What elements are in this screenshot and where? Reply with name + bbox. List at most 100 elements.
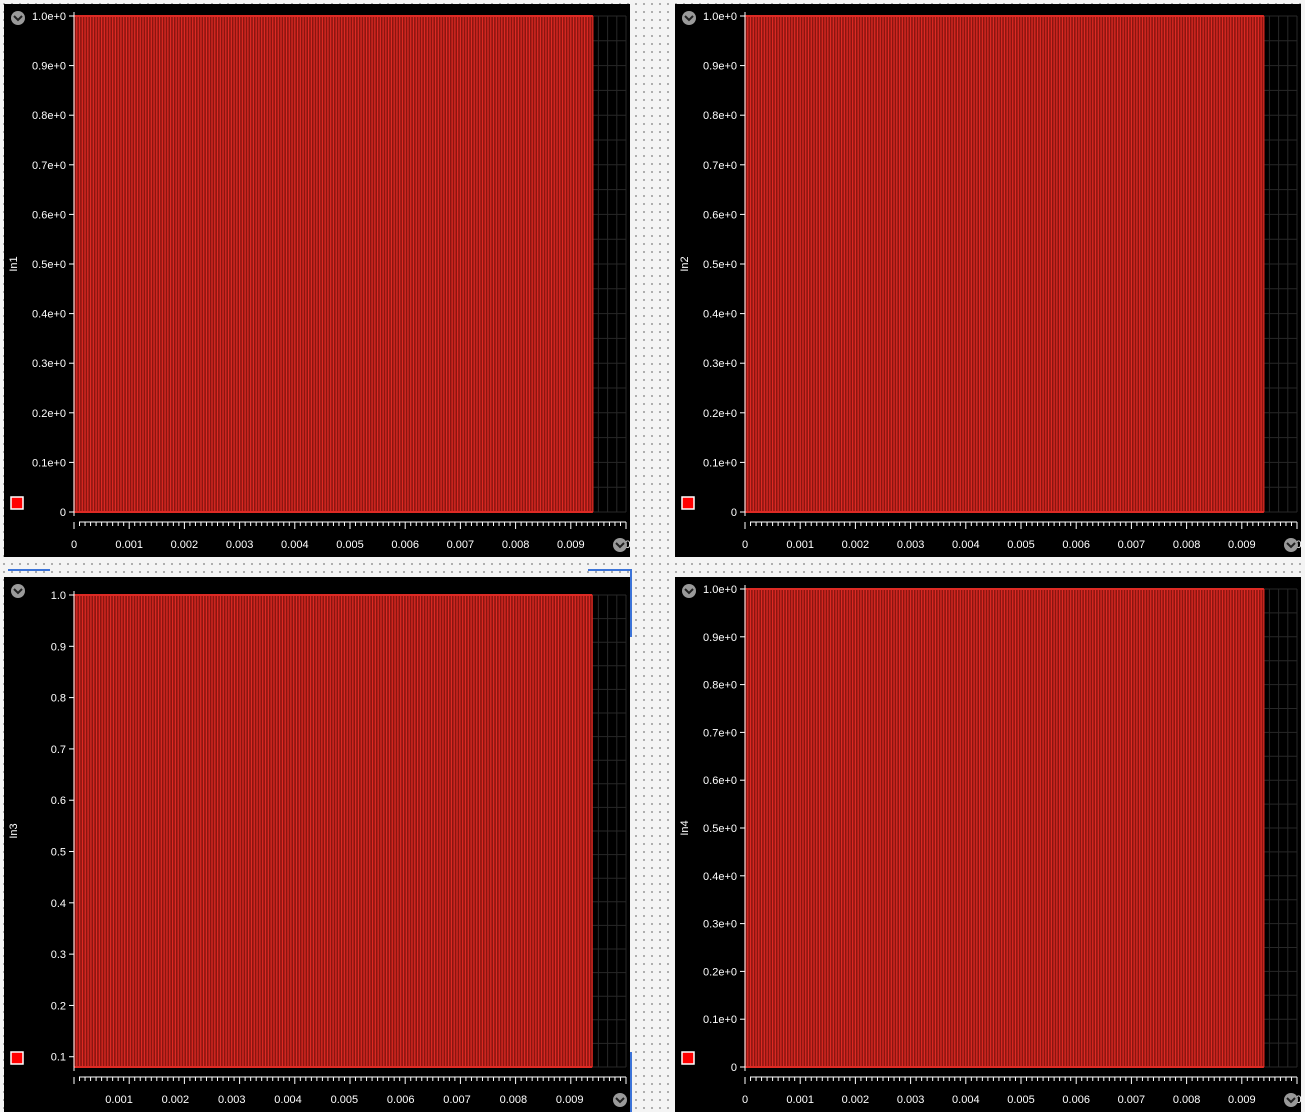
magnifier-icon[interactable] [613,1093,627,1107]
magnifier-icon-glyph [615,1097,625,1104]
y-tick-label: 0.4e+0 [703,309,737,321]
magnifier-icon-glyph [1286,1097,1296,1104]
y-tick-label: 0.5e+0 [703,823,737,835]
chevron-down-icon-glyph [684,588,694,595]
y-tick-label: 0.9e+0 [703,632,737,644]
y-tick-label: 0.8e+0 [32,110,66,122]
x-tick-label: 0.007 [1118,1094,1146,1106]
x-tick-label: 0.001 [115,539,143,551]
y-tick-label: 0.3 [51,949,66,961]
magnifier-icon-bg [613,1093,627,1107]
chevron-down-icon-glyph [684,15,694,22]
x-tick-label: 0.009 [557,539,585,551]
y-tick-label: 0.1e+0 [703,457,737,469]
y-tick-label: 0.8e+0 [703,110,737,122]
x-tick-label: 0.003 [897,539,925,551]
chevron-down-icon[interactable] [11,11,25,25]
scope-panel-in1[interactable]: 1.0e+0 0.9e+0 0.8e+0 0.7e+0 0.6e+0 0.5e+0 0.4e… [4,4,630,557]
y-tick-label: 0.4 [51,898,66,910]
magnifier-icon-bg [1284,1093,1298,1107]
y-tick-label: 0.3e+0 [32,358,66,370]
y-tick-label: 0.9e+0 [32,61,66,73]
x-tick-label: 0.005 [331,1094,359,1106]
y-tick-label: 0.7e+0 [32,160,66,172]
y-axis-label: In3 [8,823,20,838]
scope-plot-svg: 1.0 0.9 0.8 0.7 0.6 0.5 0.4 0.3 0.2 0.1 In3 0.001 0.… [8,584,627,1107]
y-tick-label: 0.7e+0 [703,160,737,172]
selection-bracket-right-top [588,569,632,571]
y-axis-label: In4 [679,820,691,835]
x-tick-label: 0.004 [274,1094,302,1106]
red-square-icon [681,496,695,510]
y-tick-label: 0.2e+0 [32,408,66,420]
x-tick-label: 0.006 [1062,539,1090,551]
y-tick-label: 0.1e+0 [32,457,66,469]
y-tick-label: 0.8 [51,693,66,705]
red-square-icon [681,1051,695,1065]
selection-bracket-bottom-vertical [630,1052,632,1112]
x-tick-label: 0.006 [387,1094,415,1106]
red-square-icon [10,496,24,510]
y-tick-label: 0.7 [51,744,66,756]
x-tick-label: 0.004 [952,1094,980,1106]
x-tick-label: 0 [71,539,77,551]
x-tick-label: 0.006 [1062,1094,1090,1106]
x-tick-label: 0.001 [786,1094,814,1106]
y-tick-label: 0.4e+0 [703,871,737,883]
y-tick-label: 0.2e+0 [703,966,737,978]
x-tick-label: 0.005 [336,539,364,551]
magnifier-icon[interactable] [1284,538,1298,552]
chevron-down-icon-glyph [13,588,23,595]
y-tick-label: 0.6e+0 [703,209,737,221]
y-tick-label: 1.0e+0 [32,11,66,23]
x-tick-label: 0.008 [502,539,530,551]
chevron-down-icon[interactable] [11,584,25,598]
chevron-down-icon-glyph [13,15,23,22]
y-axis-label: In1 [8,256,20,271]
chevron-down-icon-bg [11,584,25,598]
x-tick-label: 0.009 [1228,539,1256,551]
y-tick-label: 0.6e+0 [32,209,66,221]
magnifier-icon-glyph [615,542,625,549]
chevron-down-icon[interactable] [682,584,696,598]
x-tick-label: 0 [742,539,748,551]
x-tick-label: 0 [742,1094,748,1106]
chevron-down-icon-bg [11,11,25,25]
y-tick-label: 1.0e+0 [703,11,737,23]
y-tick-label: 0.4e+0 [32,309,66,321]
y-tick-label: 0.5e+0 [32,259,66,271]
y-tick-label: 0.5e+0 [703,259,737,271]
x-tick-label: 0.003 [897,1094,925,1106]
magnifier-icon[interactable] [1284,1093,1298,1107]
x-tick-label: 0.001 [105,1094,133,1106]
x-tick-label: 0.008 [1173,1094,1201,1106]
magnifier-icon-glyph [1286,542,1296,549]
x-tick-label: 0.008 [1173,539,1201,551]
x-tick-label: 0.003 [226,539,254,551]
chevron-down-icon-bg [682,11,696,25]
scope-panel-in3[interactable]: 1.0 0.9 0.8 0.7 0.6 0.5 0.4 0.3 0.2 0.1 In3 0.001 0.… [4,577,630,1112]
x-tick-label: 0.004 [281,539,309,551]
scope-panel-in4[interactable]: 1.0e+0 0.9e+0 0.8e+0 0.7e+0 0.6e+0 0.5e+0 0.4e… [675,577,1301,1112]
x-tick-label: 0.003 [218,1094,246,1106]
magnifier-icon-bg [613,538,627,552]
y-tick-label: 0.5 [51,847,66,859]
signal-trace [744,589,1265,1067]
scope-panel-in2[interactable]: 1.0e+0 0.9e+0 0.8e+0 0.7e+0 0.6e+0 0.5e+0 0.4e… [675,4,1301,557]
x-tick-label: 0.002 [842,539,870,551]
y-tick-label: 0.3e+0 [703,919,737,931]
y-tick-label: 0.7e+0 [703,727,737,739]
y-tick-label: 0.2 [51,1000,66,1012]
y-tick-label: 0.9 [51,641,66,653]
y-tick-label: 0 [731,1062,737,1074]
y-tick-label: 0.6 [51,795,66,807]
x-tick-label: 0.007 [447,539,475,551]
x-tick-label: 0.007 [443,1094,471,1106]
chevron-down-icon[interactable] [682,11,696,25]
magnifier-icon[interactable] [613,538,627,552]
scope-plot-svg: 1.0e+0 0.9e+0 0.8e+0 0.7e+0 0.6e+0 0.5e+0 0.4e… [679,584,1301,1107]
x-tick-label: 0.007 [1118,539,1146,551]
red-square-icon [10,1051,24,1065]
x-tick-label: 0.008 [500,1094,528,1106]
magnifier-icon-bg [1284,538,1298,552]
